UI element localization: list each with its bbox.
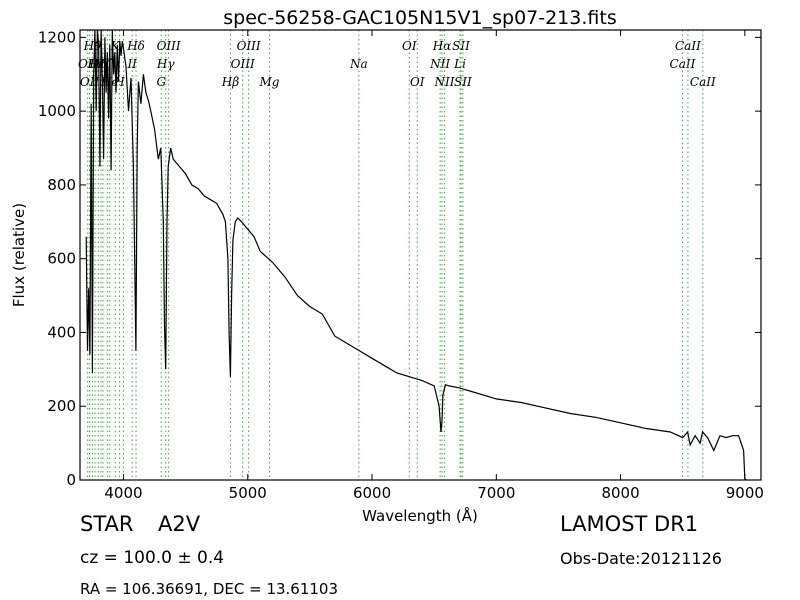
line-marker-label: SII (454, 75, 472, 89)
plot-frame (79, 29, 762, 481)
line-marker-label: OI (402, 39, 417, 53)
line-marker-label: G (156, 75, 166, 89)
y-tick-label: 0 (66, 471, 76, 489)
line-marker-label: Hγ (156, 57, 175, 71)
axis-ticks: 4000 5000 6000 7000 8000 9000 0 200 400 600 800 100… (38, 28, 764, 502)
line-marker-label: K (110, 39, 121, 53)
line-marker-label: Na (349, 57, 368, 71)
line-marker-label: Mg (259, 75, 280, 89)
y-axis-label: Flux (relative) (10, 203, 28, 307)
line-markers: OIIOIIHθHιHηHζHeKHIIHδGHγOIIIHβOIIIOIIIM… (78, 30, 716, 480)
x-tick-label: 5000 (229, 484, 267, 502)
line-marker-label: CaII (690, 75, 716, 89)
survey-name: LAMOST DR1 (560, 512, 699, 536)
y-tick-label: 400 (47, 323, 76, 341)
y-tick-label: 200 (47, 397, 76, 415)
object-subclass: A2V (158, 512, 201, 536)
line-marker-label: Li (453, 57, 466, 71)
line-marker-label: OIII (231, 57, 255, 71)
y-tick-label: 1000 (38, 102, 76, 120)
line-marker-label: SII (452, 39, 470, 53)
chart-title: spec-56258-GAC105N15V1_sp07-213.fits (223, 7, 616, 29)
y-tick-label: 600 (47, 250, 76, 268)
line-marker-label: Hδ (126, 39, 145, 53)
x-tick-label: 8000 (601, 484, 639, 502)
line-marker-label: NII (429, 57, 450, 71)
x-axis-label: Wavelength (Å) (362, 506, 478, 525)
line-marker-label: Hα (432, 39, 452, 53)
coordinates: RA = 106.36691, DEC = 13.61103 (80, 580, 339, 598)
x-tick-label: 6000 (353, 484, 391, 502)
line-marker-label: Hβ (221, 75, 239, 89)
x-tick-label: 4000 (104, 484, 142, 502)
object-class: STAR (80, 512, 134, 536)
y-tick-label: 1200 (38, 28, 76, 46)
spectrum-series-line (85, 29, 747, 481)
line-marker-label: II (126, 57, 137, 71)
observation-date: Obs-Date:20121126 (560, 549, 722, 568)
x-tick-label: 9000 (726, 484, 764, 502)
line-marker-label: CaII (675, 39, 701, 53)
line-marker-label: OIII (237, 39, 261, 53)
line-marker-label: OI (410, 75, 425, 89)
line-marker-label: CaII (670, 57, 696, 71)
y-tick-label: 800 (47, 176, 76, 194)
x-tick-label: 7000 (477, 484, 515, 502)
line-marker-label: OIII (157, 39, 181, 53)
line-marker-label: NII (433, 75, 454, 89)
redshift-value: cz = 100.0 ± 0.4 (80, 548, 225, 568)
